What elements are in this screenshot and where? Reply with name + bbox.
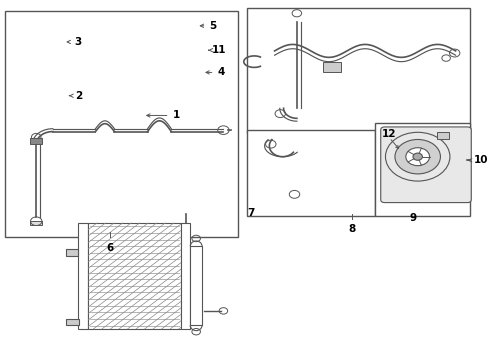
- Bar: [246, 130, 374, 216]
- Bar: [246, 8, 469, 134]
- Circle shape: [412, 153, 422, 160]
- Bar: [65, 319, 79, 325]
- Bar: [322, 62, 340, 72]
- Text: 4: 4: [205, 67, 224, 77]
- Bar: [30, 221, 42, 225]
- Text: 1: 1: [146, 111, 179, 121]
- Text: 6: 6: [106, 243, 113, 253]
- Text: 5: 5: [200, 21, 216, 31]
- Text: 9: 9: [408, 213, 416, 223]
- Circle shape: [405, 148, 428, 166]
- FancyBboxPatch shape: [380, 127, 470, 203]
- Text: 7: 7: [246, 208, 254, 218]
- Text: 12: 12: [382, 129, 396, 139]
- Text: 10: 10: [467, 155, 487, 165]
- Bar: [190, 246, 202, 325]
- Bar: [88, 223, 181, 329]
- Text: 2: 2: [69, 91, 82, 101]
- Text: 3: 3: [67, 37, 81, 47]
- Bar: [5, 12, 237, 237]
- Bar: [374, 123, 469, 216]
- Bar: [65, 249, 78, 256]
- Bar: [30, 138, 42, 144]
- Circle shape: [394, 139, 440, 174]
- Bar: [181, 223, 190, 329]
- Bar: [78, 223, 88, 329]
- Bar: [436, 132, 447, 139]
- Text: 11: 11: [208, 45, 225, 55]
- Text: 8: 8: [348, 224, 355, 234]
